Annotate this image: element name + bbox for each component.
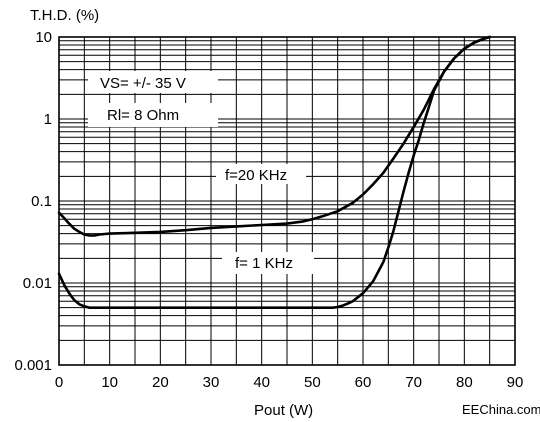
x-tick-label: 80	[456, 374, 473, 391]
x-tick-label: 60	[355, 374, 372, 391]
y-tick-label: 0.1	[31, 193, 52, 210]
x-tick-label: 50	[304, 374, 321, 391]
x-tick-label: 70	[405, 374, 422, 391]
annotation-vs-bg	[88, 71, 218, 93]
series-lines	[57, 35, 492, 310]
y-tick-label: 0.01	[23, 275, 52, 292]
y-tick-label: 10	[35, 29, 52, 46]
x-tick-label: 20	[152, 374, 169, 391]
x-tick-label: 0	[55, 374, 63, 391]
series-line-f1khz	[57, 35, 492, 310]
x-tick-label: 30	[203, 374, 220, 391]
series-line-f20khz	[57, 35, 492, 237]
annotation-f20-bg	[216, 164, 306, 184]
x-tick-label: 10	[101, 374, 118, 391]
y-axis-title: T.H.D. (%)	[30, 7, 99, 24]
annotation-rl: Rl= 8 Ohm	[107, 107, 179, 124]
x-tick-label: 90	[507, 374, 524, 391]
annotation-f1khz: f= 1 KHz	[235, 255, 293, 272]
x-tick-label: 40	[253, 374, 270, 391]
annotation-vs: VS= +/- 35 V	[100, 75, 186, 92]
annotation-f1-bg	[222, 252, 314, 274]
x-axis-title: Pout (W)	[254, 402, 313, 419]
y-tick-labels: 0.001 0.01 0.1 1 10	[14, 29, 52, 374]
plot-frame	[58, 36, 516, 366]
x-tick-labels: 0 10 20 30 40 50 60 70 80 90	[55, 374, 524, 391]
annotation-f20khz: f=20 KHz	[225, 167, 287, 184]
y-tick-label: 0.001	[14, 357, 52, 374]
watermark: EEChina.com	[462, 402, 540, 417]
y-tick-label: 1	[44, 111, 52, 128]
annotation-rl-bg	[88, 103, 218, 127]
